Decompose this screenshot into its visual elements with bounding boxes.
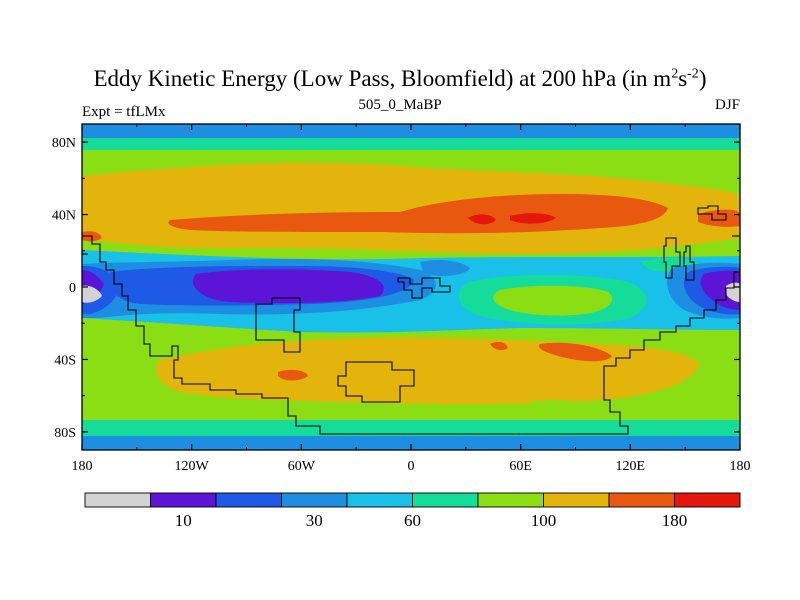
colorbar-label: 60 xyxy=(404,511,421,530)
case-label: 505_0_MaBP xyxy=(358,97,442,113)
lon-tick-label: 60W xyxy=(288,459,316,474)
lon-tick-label: 180 xyxy=(72,459,93,474)
colorbar-swatch xyxy=(674,492,741,508)
contour-field xyxy=(82,124,740,450)
lat-tick-label: 40S xyxy=(54,353,76,368)
lon-tick-label: 0 xyxy=(408,459,415,474)
lat-tick-label: 80S xyxy=(54,426,76,441)
colorbar-swatch xyxy=(608,492,675,508)
colorbar-label: 180 xyxy=(662,511,688,530)
lon-tick-label: 120E xyxy=(616,459,646,474)
colorbar-swatch xyxy=(84,492,151,508)
lat-tick-label: 0 xyxy=(69,281,76,296)
colorbar: 10 30 60 100 180 xyxy=(84,492,741,530)
colorbar-label: 10 xyxy=(175,511,192,530)
plot-title: Eddy Kinetic Energy (Low Pass, Bloomfiel… xyxy=(93,66,707,91)
colorbar-label: 30 xyxy=(306,511,323,530)
lon-tick-label: 180 xyxy=(730,459,751,474)
colorbar-swatch xyxy=(215,492,282,508)
colorbar-swatch xyxy=(477,492,544,508)
lon-tick-label: 60E xyxy=(509,459,532,474)
experiment-label: Expt = tfLMx xyxy=(82,104,166,120)
colorbar-swatch xyxy=(346,492,413,508)
lat-tick-label: 80N xyxy=(52,136,76,151)
lon-tick-label: 120W xyxy=(175,459,210,474)
longitude-axis: 180 120W 60W 0 60E 120E 180 xyxy=(72,124,751,474)
lat-tick-label: 40N xyxy=(52,209,76,224)
colorbar-swatch xyxy=(281,492,348,508)
latitude-axis: 80N 40N 0 40S 80S xyxy=(52,136,740,441)
season-label: DJF xyxy=(714,97,740,113)
colorbar-swatch xyxy=(543,492,610,508)
coastline xyxy=(82,205,740,435)
colorbar-swatch xyxy=(150,492,217,508)
colorbar-label: 100 xyxy=(531,511,557,530)
colorbar-swatch xyxy=(412,492,479,508)
